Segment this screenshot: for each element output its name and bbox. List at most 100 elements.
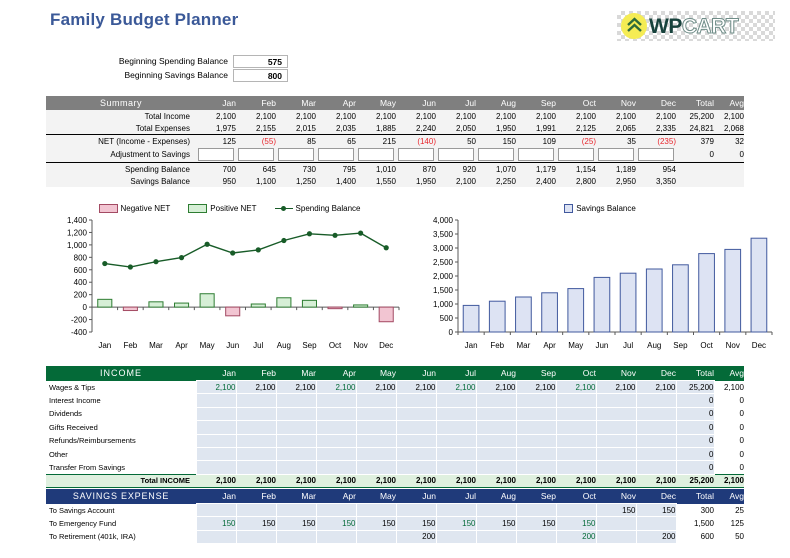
- savings-expense-cell-aug[interactable]: 150: [475, 516, 517, 531]
- income-cell-oct[interactable]: [555, 406, 597, 422]
- income-cell-nov[interactable]: [595, 420, 637, 435]
- income-cell-sep[interactable]: 2,100: [515, 379, 557, 395]
- income-cell-jun[interactable]: [395, 393, 437, 408]
- beginning-savings-input[interactable]: 800: [233, 69, 288, 82]
- summary-cell[interactable]: [276, 147, 316, 163]
- savings-expense-cell-apr[interactable]: [315, 502, 357, 518]
- savings-expense-cell-dec[interactable]: 150: [635, 502, 677, 518]
- income-cell-may[interactable]: [355, 393, 397, 408]
- income-cell-nov[interactable]: [595, 433, 637, 448]
- income-cell-feb[interactable]: [235, 446, 277, 462]
- adjustment-input-apr[interactable]: [318, 148, 354, 161]
- adjustment-input-sep[interactable]: [518, 148, 554, 161]
- income-cell-jun[interactable]: [395, 460, 437, 475]
- savings-expense-cell-jun[interactable]: 200: [395, 529, 437, 545]
- income-cell-oct[interactable]: [555, 446, 597, 462]
- income-cell-jun[interactable]: [395, 433, 437, 448]
- income-cell-may[interactable]: [355, 420, 397, 435]
- income-cell-jul[interactable]: [435, 460, 477, 475]
- income-cell-apr[interactable]: 2,100: [315, 379, 357, 395]
- adjustment-input-feb[interactable]: [238, 148, 274, 161]
- income-cell-mar[interactable]: 2,100: [275, 379, 317, 395]
- savings-expense-cell-jun[interactable]: [395, 502, 437, 518]
- income-cell-jan[interactable]: [195, 420, 237, 435]
- savings-expense-cell-jun[interactable]: 150: [395, 516, 437, 531]
- income-cell-feb[interactable]: [235, 460, 277, 475]
- income-cell-jun[interactable]: [395, 420, 437, 435]
- summary-cell[interactable]: [356, 147, 396, 163]
- income-cell-nov[interactable]: [595, 460, 637, 475]
- income-cell-oct[interactable]: [555, 433, 597, 448]
- income-cell-jul[interactable]: 2,100: [435, 379, 477, 395]
- savings-expense-cell-nov[interactable]: [595, 516, 637, 531]
- income-cell-dec[interactable]: [635, 433, 677, 448]
- income-cell-jul[interactable]: [435, 446, 477, 462]
- income-cell-jun[interactable]: [395, 446, 437, 462]
- income-cell-jan[interactable]: [195, 446, 237, 462]
- income-cell-aug[interactable]: [475, 420, 517, 435]
- adjustment-input-aug[interactable]: [478, 148, 514, 161]
- income-cell-jun[interactable]: 2,100: [395, 379, 437, 395]
- summary-cell[interactable]: [516, 147, 556, 163]
- income-cell-feb[interactable]: [235, 420, 277, 435]
- income-cell-jan[interactable]: [195, 406, 237, 422]
- income-cell-oct[interactable]: [555, 420, 597, 435]
- income-cell-aug[interactable]: [475, 446, 517, 462]
- savings-expense-cell-jan[interactable]: [195, 529, 237, 545]
- income-cell-may[interactable]: 2,100: [355, 379, 397, 395]
- income-cell-feb[interactable]: 2,100: [235, 379, 277, 395]
- income-cell-jul[interactable]: [435, 406, 477, 422]
- savings-expense-cell-sep[interactable]: [515, 529, 557, 545]
- income-cell-aug[interactable]: [475, 393, 517, 408]
- beginning-spending-input[interactable]: 575: [233, 55, 288, 68]
- adjustment-input-dec[interactable]: [638, 148, 674, 161]
- income-cell-dec[interactable]: [635, 420, 677, 435]
- income-cell-apr[interactable]: [315, 460, 357, 475]
- summary-cell[interactable]: [436, 147, 476, 163]
- savings-expense-cell-mar[interactable]: [275, 529, 317, 545]
- income-cell-may[interactable]: [355, 406, 397, 422]
- savings-expense-cell-sep[interactable]: 150: [515, 516, 557, 531]
- income-cell-apr[interactable]: [315, 446, 357, 462]
- income-cell-sep[interactable]: [515, 393, 557, 408]
- income-cell-jul[interactable]: [435, 393, 477, 408]
- income-cell-jul[interactable]: [435, 420, 477, 435]
- summary-cell[interactable]: [636, 147, 676, 163]
- income-cell-jun[interactable]: [395, 406, 437, 422]
- income-cell-jan[interactable]: [195, 460, 237, 475]
- income-cell-apr[interactable]: [315, 393, 357, 408]
- income-cell-may[interactable]: [355, 460, 397, 475]
- summary-cell[interactable]: [236, 147, 276, 163]
- savings-expense-cell-feb[interactable]: [235, 529, 277, 545]
- savings-expense-cell-jul[interactable]: [435, 529, 477, 545]
- income-cell-dec[interactable]: [635, 446, 677, 462]
- summary-cell[interactable]: [196, 147, 236, 163]
- income-cell-mar[interactable]: [275, 393, 317, 408]
- savings-expense-cell-apr[interactable]: 150: [315, 516, 357, 531]
- adjustment-input-mar[interactable]: [278, 148, 314, 161]
- income-cell-feb[interactable]: [235, 406, 277, 422]
- adjustment-input-oct[interactable]: [558, 148, 594, 161]
- savings-expense-cell-oct[interactable]: 150: [555, 516, 597, 531]
- savings-expense-cell-oct[interactable]: 200: [555, 529, 597, 545]
- savings-expense-cell-jan[interactable]: 150: [195, 516, 237, 531]
- income-cell-oct[interactable]: 2,100: [555, 379, 597, 395]
- savings-expense-cell-feb[interactable]: [235, 502, 277, 518]
- savings-expense-cell-aug[interactable]: [475, 529, 517, 545]
- income-cell-mar[interactable]: [275, 420, 317, 435]
- summary-cell[interactable]: [556, 147, 596, 163]
- savings-expense-cell-may[interactable]: [355, 502, 397, 518]
- savings-expense-cell-mar[interactable]: 150: [275, 516, 317, 531]
- income-cell-sep[interactable]: [515, 406, 557, 422]
- savings-expense-cell-may[interactable]: [355, 529, 397, 545]
- adjustment-input-jun[interactable]: [398, 148, 434, 161]
- income-cell-oct[interactable]: [555, 393, 597, 408]
- income-cell-nov[interactable]: [595, 446, 637, 462]
- savings-expense-cell-sep[interactable]: [515, 502, 557, 518]
- income-cell-aug[interactable]: [475, 460, 517, 475]
- income-cell-mar[interactable]: [275, 446, 317, 462]
- income-cell-sep[interactable]: [515, 420, 557, 435]
- savings-expense-cell-jul[interactable]: 150: [435, 516, 477, 531]
- savings-expense-cell-apr[interactable]: [315, 529, 357, 545]
- income-cell-aug[interactable]: [475, 406, 517, 422]
